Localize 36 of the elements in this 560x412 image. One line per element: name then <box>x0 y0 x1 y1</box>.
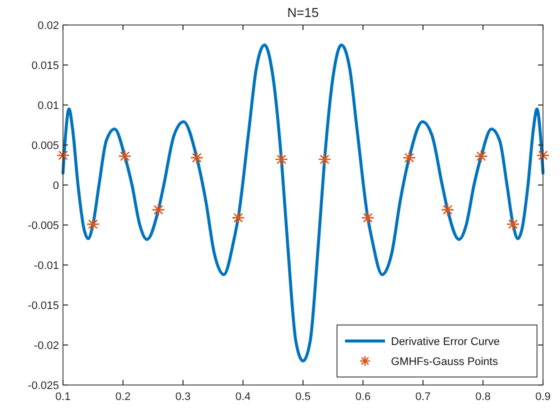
y-tick-label: -0.015 <box>28 300 59 312</box>
point <box>361 211 374 224</box>
y-tick-label: 0.005 <box>31 140 59 152</box>
x-tick-label: 0.3 <box>175 391 191 403</box>
point <box>152 203 166 216</box>
x-tick-label: 0.5 <box>295 391 311 403</box>
y-tick-label: -0.005 <box>28 220 59 232</box>
x-tick-label: 0.6 <box>355 391 371 403</box>
y-tick-label: -0.025 <box>28 380 59 392</box>
x-tick-label: 0.1 <box>55 391 71 403</box>
x-tick-label: 0.2 <box>115 391 131 403</box>
point <box>274 152 288 166</box>
point <box>474 150 488 163</box>
y-tick-label: 0 <box>52 180 59 192</box>
chart-title: N=15 <box>287 5 319 20</box>
x-tick-label: 0.4 <box>235 391 251 403</box>
y-tick-label: -0.02 <box>34 340 59 352</box>
point <box>86 218 100 231</box>
x-tick-label: 0.7 <box>415 391 431 403</box>
x-tick-label: 0.8 <box>475 391 491 403</box>
point <box>440 203 454 216</box>
legend-label: GMHFs-Gauss Points <box>391 356 498 368</box>
point <box>190 151 204 164</box>
point <box>402 151 416 164</box>
point <box>536 148 550 162</box>
legend-label: Derivative Error Curve <box>391 336 500 348</box>
y-tick-label: 0.02 <box>38 20 59 32</box>
point <box>318 152 332 166</box>
point <box>232 211 245 224</box>
y-tick-label: -0.01 <box>34 260 59 272</box>
point <box>56 148 70 162</box>
y-tick-label: 0.015 <box>31 60 59 72</box>
x-tick-label: 0.9 <box>535 391 551 403</box>
point <box>118 150 132 163</box>
point <box>506 218 520 231</box>
y-tick-label: 0.01 <box>38 100 59 112</box>
